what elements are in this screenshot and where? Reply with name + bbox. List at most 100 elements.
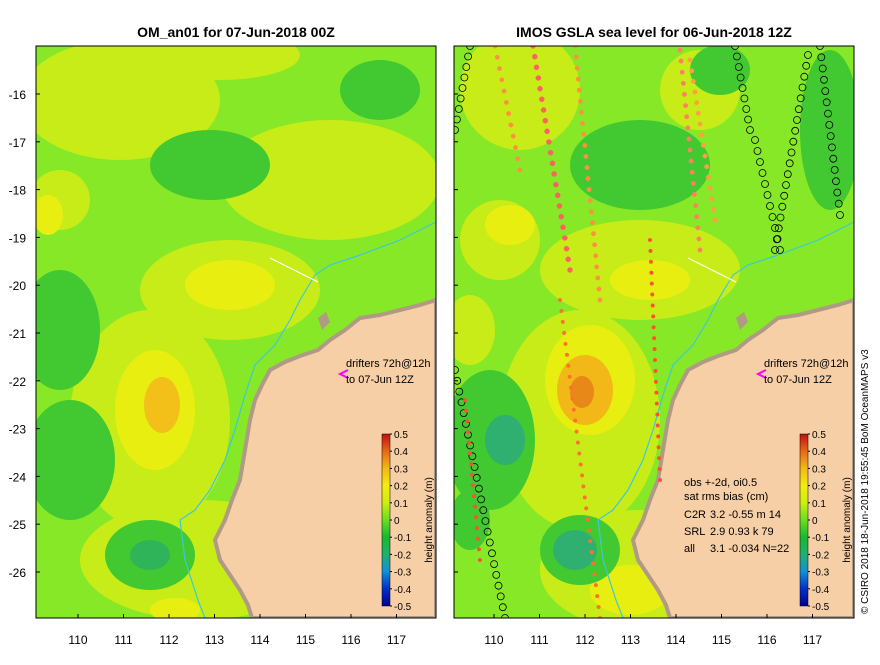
track-dot: [515, 156, 521, 162]
colorbar-tick-label: 0.1: [394, 499, 408, 510]
track-dot: [479, 506, 488, 515]
track-dot: [582, 142, 588, 148]
track-dot: [794, 105, 803, 114]
track-dot: [833, 188, 842, 197]
track-dot: [789, 137, 798, 146]
track-dot: [651, 325, 656, 330]
track-dot: [544, 128, 550, 135]
track-dot: [454, 366, 459, 374]
track-dot: [580, 120, 586, 126]
track-dot: [829, 154, 838, 163]
track-dot: [578, 462, 583, 467]
track-dot: [547, 149, 554, 156]
track-dot: [705, 174, 711, 180]
track-dot: [652, 336, 657, 341]
colorbar-tick-label: -0.1: [394, 533, 412, 544]
track-dot: [778, 202, 787, 211]
colorbar-tick-label: 0.3: [812, 464, 826, 475]
track-dot: [584, 165, 590, 170]
track-dot: [655, 423, 660, 428]
lat-tick-label: -17: [9, 136, 27, 150]
track-dot: [462, 63, 471, 71]
track-dot: [694, 100, 700, 106]
track-dot: [553, 181, 559, 188]
track-dot: [834, 199, 843, 208]
track-dot: [761, 180, 769, 188]
lon-tick-label: 117: [387, 633, 406, 647]
track-dot: [746, 126, 754, 134]
track-dot: [756, 158, 764, 166]
track-dot: [689, 169, 695, 175]
drifter-marker-icon: [337, 369, 349, 379]
track-dot: [699, 132, 705, 138]
track-dot: [816, 46, 824, 50]
track-dot: [465, 429, 471, 435]
track-dot: [680, 80, 686, 86]
track-dot: [549, 160, 556, 167]
lon-tick-label: 112: [575, 633, 594, 647]
track-dot: [648, 248, 653, 253]
track-dot: [517, 167, 523, 173]
track-dot: [654, 401, 659, 406]
track-dot: [593, 253, 599, 259]
colorbar-tick-label: -0.4: [812, 585, 830, 596]
lon-tick-label: 111: [114, 633, 133, 647]
track-dot: [570, 396, 575, 401]
lon-tick-label: 117: [803, 633, 822, 647]
track-dot: [822, 98, 831, 107]
colorbar-tick-label: 0.2: [812, 482, 826, 493]
track-dot: [575, 440, 580, 445]
left-legend-line2: to 07-Jun 12Z: [346, 374, 414, 386]
track-dot: [594, 264, 600, 270]
track-dot: [744, 115, 752, 124]
track-dot: [581, 131, 587, 137]
track-dot: [734, 63, 743, 71]
track-dot: [689, 68, 695, 74]
track-dot: [566, 363, 571, 368]
track-dot: [758, 169, 767, 177]
track-dot: [774, 224, 783, 233]
track-dot: [596, 286, 602, 292]
colorbar-tick-label: -0.5: [812, 602, 830, 613]
land-mass: [212, 297, 436, 618]
track-dot: [589, 550, 594, 555]
track-dot: [588, 209, 594, 215]
right-longitude-axis: 110 111 112 113 114 115 116 117: [484, 614, 822, 647]
track-dot: [595, 275, 601, 281]
track-dot: [597, 297, 603, 303]
lon-tick-label: 114: [666, 633, 685, 647]
lon-tick-label: 115: [296, 633, 315, 647]
track-dot: [742, 105, 751, 113]
track-dot: [510, 133, 516, 139]
track-dot: [513, 145, 518, 150]
track-dot: [731, 46, 739, 50]
track-dot: [653, 368, 658, 373]
colorbar-tick-label: -0.5: [394, 602, 412, 613]
track-dot: [802, 61, 811, 70]
track-dot: [702, 153, 708, 159]
lat-tick-label: -23: [9, 423, 27, 437]
track-dot: [463, 408, 469, 413]
strong-negative-regions: [130, 540, 170, 570]
track-dot: [577, 98, 583, 104]
lon-tick-label: 111: [530, 633, 549, 647]
track-dot: [649, 270, 654, 275]
track-dot: [565, 256, 571, 263]
peak-core: [570, 376, 594, 408]
left-colorbar-label: height anomaly (m): [424, 477, 435, 563]
colorbar-tick-label: 0.5: [394, 430, 408, 441]
track-dot: [791, 126, 800, 135]
track-dot: [736, 73, 745, 82]
lon-tick-label: 113: [205, 633, 224, 647]
lon-tick-label: 114: [250, 633, 269, 647]
track-dot: [681, 91, 687, 97]
track-dot: [738, 84, 747, 92]
lat-tick-label: -16: [9, 88, 27, 102]
credit-text: © CSIRO 2018 18-Jun-2018 19:55:45 BoM Oc…: [860, 349, 871, 614]
track-dot: [683, 103, 689, 109]
track-dot: [561, 235, 568, 241]
track-dot: [650, 303, 655, 308]
track-dot: [800, 72, 809, 81]
stats-line2: sat rms bias (cm): [684, 491, 768, 503]
